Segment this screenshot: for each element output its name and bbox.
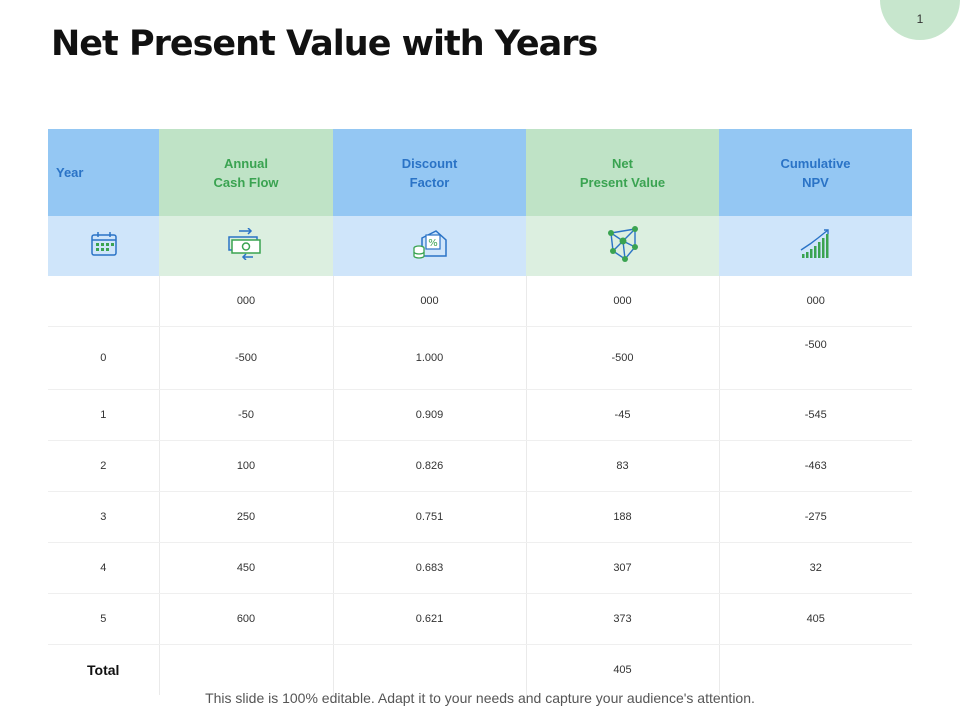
units-row: 000 000 000 000 <box>48 276 912 327</box>
header-row: Year Annual Cash Flow Discount Factor Net P… <box>48 129 912 216</box>
table-row: 2 100 0.826 83 -463 <box>48 440 912 492</box>
footer-note: This slide is 100% editable. Adapt it to… <box>205 690 755 706</box>
icon-cell-year <box>48 216 159 276</box>
npv-cell: -45 <box>526 389 720 441</box>
total-label: Total <box>48 644 160 695</box>
network-icon <box>607 225 638 262</box>
npv-table: Year Annual Cash Flow Discount Factor Net P… <box>48 129 912 695</box>
discount-cell: 0.826 <box>333 440 527 492</box>
discount-cell: 0.621 <box>333 593 527 645</box>
cumulative-cell: -500 <box>719 326 912 390</box>
cumulative-cell: 32 <box>719 542 912 594</box>
header-discount-factor: Discount Factor <box>333 129 526 216</box>
cash-flow-cell: 250 <box>159 491 334 543</box>
icon-row: % <box>48 216 912 276</box>
cash-flow-cell: 450 <box>159 542 334 594</box>
cumulative-cell: -545 <box>719 389 912 441</box>
cumulative-cell: 405 <box>719 593 912 645</box>
cash-transfer-icon <box>228 227 261 260</box>
total-cumulative-cell <box>719 645 912 696</box>
header-cumulative-npv: Cumulative NPV <box>719 129 912 216</box>
table-row: 0 -500 1.000 -500 -500 <box>48 326 912 390</box>
year-cell: 0 <box>48 326 160 390</box>
units-cell: 000 <box>719 276 912 327</box>
calendar-icon <box>90 231 117 256</box>
total-cash-flow-cell <box>159 644 334 695</box>
cash-flow-cell: 100 <box>159 440 334 492</box>
cash-flow-cell: -500 <box>159 326 334 390</box>
cash-flow-cell: 600 <box>159 593 334 645</box>
header-year: Year <box>48 129 159 216</box>
year-cell: 4 <box>48 542 160 594</box>
table-row: 5 600 0.621 373 405 <box>48 593 912 645</box>
header-annual-cash-flow: Annual Cash Flow <box>159 129 333 216</box>
icon-cell-npv <box>526 216 719 276</box>
table-body: 000 000 000 000 0 -500 1.000 -500 -500 1… <box>48 276 912 695</box>
units-cell: 000 <box>526 276 720 327</box>
year-cell: 3 <box>48 491 160 543</box>
npv-cell: 83 <box>526 440 720 492</box>
discount-cell: 0.909 <box>333 389 527 441</box>
npv-cell: 307 <box>526 542 720 594</box>
cumulative-cell: -275 <box>719 491 912 543</box>
discount-cell: 0.683 <box>333 542 527 594</box>
year-cell: 5 <box>48 593 160 645</box>
page-number: 1 <box>916 12 924 26</box>
npv-cell: 188 <box>526 491 720 543</box>
year-cell: 2 <box>48 440 160 492</box>
units-cell: 000 <box>159 276 334 327</box>
units-cell <box>48 276 160 327</box>
svg-text:%: % <box>428 238 438 249</box>
icon-cell-cumulative <box>719 216 912 276</box>
total-discount-cell <box>333 644 527 695</box>
npv-cell: 373 <box>526 593 720 645</box>
year-cell: 1 <box>48 389 160 441</box>
icon-cell-cash-flow <box>159 216 333 276</box>
table-row: 4 450 0.683 307 32 <box>48 542 912 594</box>
money-discount-icon: % <box>412 229 447 259</box>
page-title: Net Present Value with Years <box>51 24 598 64</box>
discount-cell: 0.751 <box>333 491 527 543</box>
icon-cell-discount: % <box>333 216 526 276</box>
table-row: 3 250 0.751 188 -275 <box>48 491 912 543</box>
total-row: Total 405 <box>48 644 912 696</box>
header-net-present-value: Net Present Value <box>526 129 719 216</box>
growth-chart-icon <box>800 228 829 258</box>
units-cell: 000 <box>333 276 527 327</box>
discount-cell: 1.000 <box>333 326 527 390</box>
total-npv-cell: 405 <box>526 644 720 695</box>
cumulative-cell: -463 <box>719 440 912 492</box>
npv-cell: -500 <box>526 326 720 390</box>
cash-flow-cell: -50 <box>159 389 334 441</box>
table-row: 1 -50 0.909 -45 -545 <box>48 389 912 441</box>
